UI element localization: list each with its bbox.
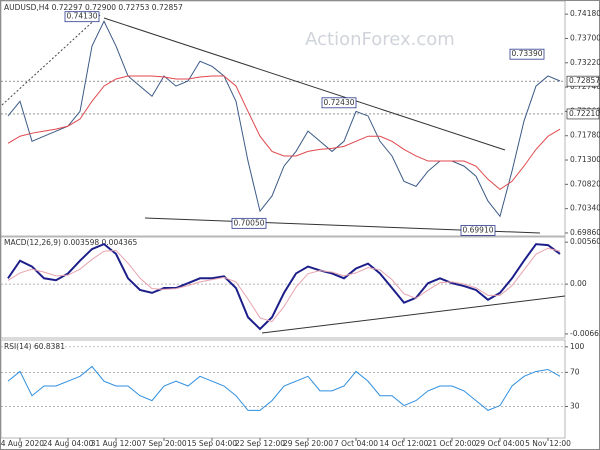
annotation-label: 0.74130 (66, 12, 97, 21)
y-tick-label: 0.70340 (570, 204, 600, 213)
x-tick-label: 29 Oct 04:00 (476, 439, 525, 448)
x-tick-label: 7 Oct 04:00 (334, 439, 378, 448)
level-box (566, 108, 600, 120)
chart-title: AUDUSD,H4 0.72297 0.72900 0.72753 0.7285… (4, 3, 183, 12)
level-box (566, 75, 600, 87)
series-line (7, 20, 561, 218)
level-label: 0.72857 (569, 76, 600, 85)
series-line (7, 247, 561, 323)
x-tick-label: 5 Nov 12:00 (525, 439, 571, 448)
price-panel (0, 0, 566, 237)
x-tick-label: 29 Sep 20:00 (283, 439, 333, 448)
x-tick-label: 21 Oct 20:00 (428, 439, 477, 448)
series-line (7, 75, 561, 191)
y-tick-label: 0.71300 (570, 155, 600, 164)
x-tick-label: 14 Oct 12:00 (380, 439, 429, 448)
y-tick-label: 0.72740 (570, 82, 600, 91)
annotation-box (231, 217, 267, 229)
y-tick-label: 0.69860 (570, 228, 600, 237)
y-tick-label: 0.71780 (570, 131, 600, 140)
trend-line (261, 295, 566, 334)
x-tick-label: 24 Aug 04:00 (43, 439, 94, 448)
annotation-box (321, 97, 357, 109)
macd-panel (0, 236, 566, 339)
annotation-box (64, 11, 100, 23)
chart-title: MACD(12,26,9) 0.003598 0.004365 (4, 238, 138, 247)
annotation-label: 0.73390 (511, 49, 542, 58)
y-tick-label: 0.70820 (570, 179, 600, 188)
rsi-panel (0, 339, 566, 439)
series-line (7, 242, 561, 331)
x-tick-label: 14 Aug 2020 (0, 439, 44, 448)
x-tick-label: 15 Sep 04:00 (187, 439, 237, 448)
series-line (7, 365, 561, 411)
annotation-box (509, 48, 545, 60)
x-tick-label: 22 Sep 12:00 (235, 439, 285, 448)
y-tick-label: 0.73220 (570, 58, 600, 67)
trend-line (103, 17, 506, 151)
annotation-box (460, 225, 496, 236)
y-tick-label: 70 (570, 367, 580, 376)
watermark: ActionForex.com (305, 29, 455, 50)
y-tick-label: 30 (570, 401, 580, 410)
level-label: 0.72210 (569, 109, 600, 118)
y-tick-label: 0.00 (570, 279, 587, 288)
x-tick-label: 7 Sep 20:00 (141, 439, 187, 448)
x-tick-label: 31 Aug 12:00 (91, 439, 142, 448)
y-tick-label: 0.74180 (570, 9, 600, 18)
annotation-label: 0.70050 (233, 218, 264, 227)
annotation-label: 0.72430 (323, 98, 354, 107)
y-tick-label: 100 (570, 342, 585, 351)
annotation-label: 0.69910 (462, 225, 493, 234)
y-tick-label: -0.006656 (570, 329, 600, 338)
y-tick-label: 0.005607 (570, 237, 600, 246)
y-tick-label: 0.73700 (570, 33, 600, 42)
